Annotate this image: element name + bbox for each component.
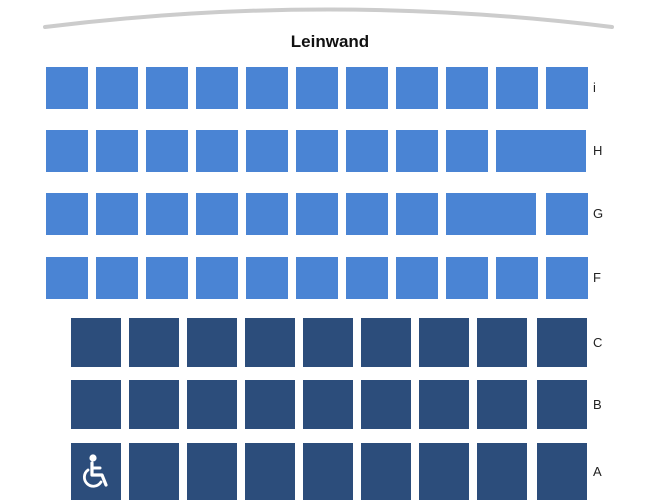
- seat-g-7[interactable]: [346, 193, 388, 235]
- seat-g-9[interactable]: [446, 193, 536, 235]
- seat-i-5[interactable]: [246, 67, 288, 109]
- seat-b-7[interactable]: [419, 380, 469, 429]
- seat-i-9[interactable]: [446, 67, 488, 109]
- seat-f-4[interactable]: [196, 257, 238, 299]
- seat-a-5[interactable]: [303, 443, 353, 500]
- seat-c-6[interactable]: [361, 318, 411, 367]
- seat-i-8[interactable]: [396, 67, 438, 109]
- screen-label: Leinwand: [290, 32, 370, 51]
- row-label-a: A: [593, 464, 602, 479]
- seat-row-b: B: [0, 380, 650, 429]
- seat-c-5[interactable]: [303, 318, 353, 367]
- seat-c-8[interactable]: [477, 318, 527, 367]
- seat-row-a: A: [0, 443, 650, 500]
- seat-g-6[interactable]: [296, 193, 338, 235]
- seat-i-2[interactable]: [96, 67, 138, 109]
- seat-c-2[interactable]: [129, 318, 179, 367]
- seat-f-3[interactable]: [146, 257, 188, 299]
- row-label-h: H: [593, 143, 603, 158]
- seat-a-7[interactable]: [419, 443, 469, 500]
- seat-c-7[interactable]: [419, 318, 469, 367]
- seat-i-3[interactable]: [146, 67, 188, 109]
- seat-b-2[interactable]: [129, 380, 179, 429]
- seat-a-4[interactable]: [245, 443, 295, 500]
- seat-f-7[interactable]: [346, 257, 388, 299]
- row-label-i: i: [593, 80, 596, 95]
- row-label-b: B: [593, 397, 602, 412]
- seat-c-4[interactable]: [245, 318, 295, 367]
- seat-g-10[interactable]: [546, 193, 588, 235]
- seat-i-11[interactable]: [546, 67, 588, 109]
- seat-row-i: i: [0, 67, 650, 109]
- wheelchair-icon: [79, 453, 113, 491]
- seat-b-1[interactable]: [71, 380, 121, 429]
- seat-b-6[interactable]: [361, 380, 411, 429]
- seat-f-5[interactable]: [246, 257, 288, 299]
- seat-f-8[interactable]: [396, 257, 438, 299]
- seat-h-1[interactable]: [46, 130, 88, 172]
- seat-h-8[interactable]: [396, 130, 438, 172]
- seat-h-10[interactable]: [496, 130, 586, 172]
- seat-g-1[interactable]: [46, 193, 88, 235]
- seat-g-2[interactable]: [96, 193, 138, 235]
- seat-i-7[interactable]: [346, 67, 388, 109]
- seat-b-8[interactable]: [477, 380, 527, 429]
- seat-row-f: F: [0, 257, 650, 299]
- seat-c-9[interactable]: [537, 318, 587, 367]
- seat-b-3[interactable]: [187, 380, 237, 429]
- seat-f-2[interactable]: [96, 257, 138, 299]
- seat-h-7[interactable]: [346, 130, 388, 172]
- seat-c-3[interactable]: [187, 318, 237, 367]
- seat-h-9[interactable]: [446, 130, 488, 172]
- seat-c-1[interactable]: [71, 318, 121, 367]
- seat-h-6[interactable]: [296, 130, 338, 172]
- screen-arc: [43, 7, 614, 29]
- seat-g-5[interactable]: [246, 193, 288, 235]
- row-label-f: F: [593, 270, 601, 285]
- seat-h-4[interactable]: [196, 130, 238, 172]
- seat-h-5[interactable]: [246, 130, 288, 172]
- seat-i-4[interactable]: [196, 67, 238, 109]
- row-label-g: G: [593, 206, 604, 221]
- seat-h-3[interactable]: [146, 130, 188, 172]
- seat-a-6[interactable]: [361, 443, 411, 500]
- seat-g-8[interactable]: [396, 193, 438, 235]
- seat-i-10[interactable]: [496, 67, 538, 109]
- seat-f-9[interactable]: [446, 257, 488, 299]
- seat-f-1[interactable]: [46, 257, 88, 299]
- seat-a-8[interactable]: [477, 443, 527, 500]
- seat-a-1[interactable]: [71, 443, 121, 500]
- seat-g-4[interactable]: [196, 193, 238, 235]
- seat-b-4[interactable]: [245, 380, 295, 429]
- seat-a-2[interactable]: [129, 443, 179, 500]
- seat-a-3[interactable]: [187, 443, 237, 500]
- seat-b-9[interactable]: [537, 380, 587, 429]
- row-label-c: C: [593, 335, 603, 350]
- seat-g-3[interactable]: [146, 193, 188, 235]
- seat-row-c: C: [0, 318, 650, 367]
- seat-f-10[interactable]: [496, 257, 538, 299]
- seat-row-h: H: [0, 130, 650, 172]
- seat-i-6[interactable]: [296, 67, 338, 109]
- seat-row-g: G: [0, 193, 650, 235]
- seat-i-1[interactable]: [46, 67, 88, 109]
- seat-b-5[interactable]: [303, 380, 353, 429]
- seat-a-9[interactable]: [537, 443, 587, 500]
- seat-f-6[interactable]: [296, 257, 338, 299]
- seat-h-2[interactable]: [96, 130, 138, 172]
- seat-f-11[interactable]: [546, 257, 588, 299]
